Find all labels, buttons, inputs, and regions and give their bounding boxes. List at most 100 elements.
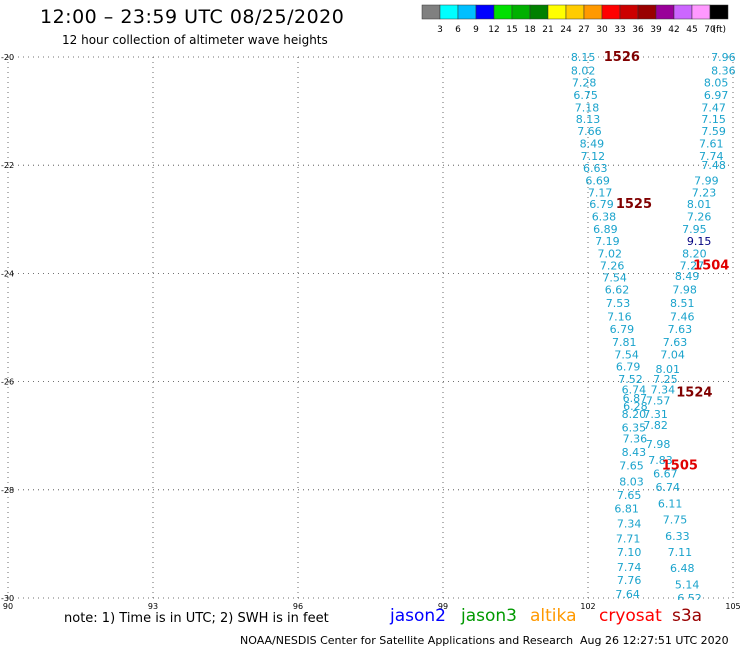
wave-height-label: 7.59	[701, 125, 726, 138]
wave-height-label: 7.83	[648, 454, 673, 467]
pass-time-label: 1525	[616, 197, 652, 212]
wave-height-label: 8.20	[622, 408, 647, 421]
wave-height-label: 7.53	[606, 297, 631, 310]
wave-height-label: 6.87	[623, 392, 648, 405]
wave-height-label: 7.34	[651, 384, 676, 397]
wave-height-label: 6.35	[622, 422, 647, 435]
wave-height-label: 6.79	[589, 198, 614, 211]
wave-height-label: 7.65	[619, 459, 644, 472]
wave-height-label: 9.15	[687, 235, 712, 248]
wave-height-label: 7.10	[617, 546, 642, 559]
wave-height-label: 7.81	[612, 336, 637, 349]
wave-height-label: 7.82	[643, 419, 668, 432]
chart-title: 12:00 – 23:59 UTC 08/25/2020	[40, 6, 345, 28]
generated-timestamp: Aug 26 12:27:51 UTC 2020	[580, 634, 729, 647]
colorbar-tick-label: 9	[473, 25, 479, 35]
wave-height-label: 7.34	[617, 517, 642, 530]
wave-height-label: 7.28	[572, 76, 597, 89]
colorbar-tick-label: 6	[455, 25, 461, 35]
colorbar-tick-label: 42	[668, 25, 679, 35]
wave-height-label: 7.26	[687, 211, 712, 224]
wave-height-label: 7.76	[617, 574, 642, 587]
wave-height-label: 7.74	[699, 150, 724, 163]
x-tick-label: 99	[438, 602, 448, 611]
wave-height-label: 6.81	[614, 503, 639, 516]
wave-height-label: 6.74	[656, 481, 681, 494]
wave-height-label: 7.98	[646, 438, 671, 451]
wave-height-label: 7.36	[623, 432, 648, 445]
wave-height-label: 7.52	[618, 373, 643, 386]
wave-height-label: 6.79	[610, 323, 635, 336]
wave-height-label: 6.48	[670, 562, 695, 575]
wave-height-label: 6.28	[623, 400, 648, 413]
wave-height-label: 8.49	[675, 270, 700, 283]
wave-height-label: 7.74	[617, 561, 642, 574]
legend-jason3: jason3	[461, 606, 517, 626]
wave-height-label: 6.89	[593, 223, 618, 236]
x-tick-label: 93	[148, 602, 158, 611]
wave-height-label: 6.67	[653, 468, 678, 481]
wave-height-label: 7.25	[653, 373, 678, 386]
wave-height-label: 7.63	[663, 336, 688, 349]
colorbar-tick-label: 45	[686, 25, 697, 35]
wave-height-label: 6.33	[665, 530, 690, 543]
colorbar-tick-label: 30	[596, 25, 608, 35]
wave-height-label: 7.54	[614, 349, 639, 362]
colorbar-tick-label: 39	[650, 25, 662, 35]
colorbar-swatch	[709, 4, 729, 20]
wave-height-label: 6.97	[704, 89, 729, 102]
wave-height-label: 6.38	[592, 211, 617, 224]
wave-height-label: 7.31	[643, 408, 668, 421]
legend-altika: altika	[530, 606, 577, 626]
wave-height-label: 8.20	[682, 247, 707, 260]
y-tick-label: -22	[1, 161, 14, 170]
colorbar-tick-label: 3	[437, 25, 443, 35]
wave-height-label: 8.51	[670, 297, 695, 310]
wave-height-label: 8.01	[687, 198, 712, 211]
wave-height-label: 8.43	[622, 446, 647, 459]
wave-height-label: 7.98	[672, 284, 697, 297]
wave-height-label: 7.02	[598, 247, 623, 260]
pass-time-label: 1504	[693, 258, 729, 273]
y-tick-label: -20	[1, 53, 14, 62]
colorbar-tick-label: 15	[506, 25, 517, 35]
wave-height-label: 7.95	[682, 223, 707, 236]
wave-height-label: 7.99	[694, 174, 719, 187]
wave-height-label: 7.63	[668, 323, 693, 336]
wave-height-label: 6.11	[658, 497, 683, 510]
colorbar-tick-label: 21	[542, 25, 553, 35]
colorbar-tick-label: 36	[632, 25, 644, 35]
legend-s3a: s3a	[672, 606, 703, 626]
wave-height-label: 6.74	[622, 384, 647, 397]
credit-line: NOAA/NESDIS Center for Satellite Applica…	[240, 634, 574, 647]
wave-height-label: 7.16	[607, 311, 632, 324]
colorbar-tick-label: 24	[560, 25, 572, 35]
wave-height-label: 7.23	[692, 186, 717, 199]
wave-height-label: 7.96	[711, 51, 736, 64]
wave-height-label: 7.57	[646, 395, 671, 408]
wave-height-label: 8.01	[656, 363, 681, 376]
wave-height-label: 7.54	[602, 272, 627, 285]
wave-height-label: 8.05	[704, 76, 729, 89]
wave-height-label: 7.66	[577, 125, 602, 138]
wave-height-label: 8.36	[711, 65, 736, 78]
legend-cryosat: cryosat	[599, 606, 662, 626]
pass-time-label: 1526	[604, 50, 640, 65]
wave-height-label: 7.75	[663, 514, 688, 527]
y-tick-label: -26	[1, 378, 14, 387]
wave-height-label: 8.15	[571, 51, 596, 64]
wave-height-label: 7.64	[615, 588, 640, 601]
wave-height-label: 7.18	[575, 101, 600, 114]
wave-height-label: 6.63	[583, 162, 608, 175]
wave-height-label: 6.75	[573, 89, 598, 102]
pass-time-label: 1505	[662, 458, 698, 473]
colorbar-unit: (ft)	[712, 25, 726, 35]
colorbar-tick-label: 18	[524, 25, 536, 35]
wave-height-label: 7.61	[699, 138, 724, 151]
y-tick-label: -28	[1, 486, 14, 495]
wave-height-label: 7.11	[668, 546, 693, 559]
x-tick-label: 96	[293, 602, 303, 611]
wave-height-label: 8.02	[571, 65, 596, 78]
wave-height-label: 7.46	[670, 311, 695, 324]
